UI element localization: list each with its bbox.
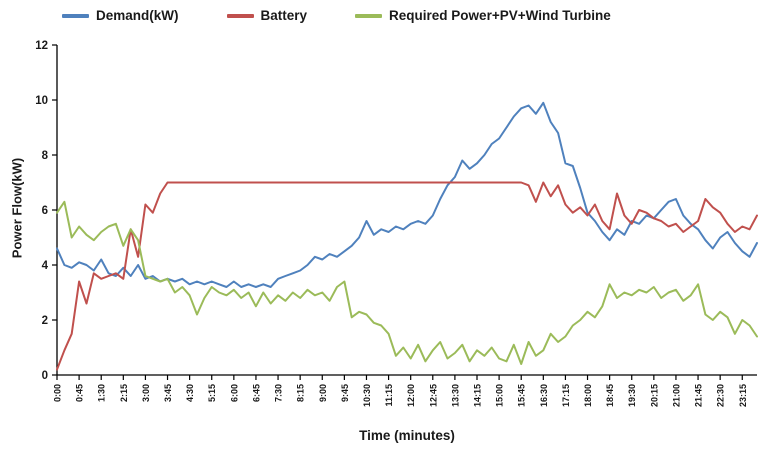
- svg-text:9:00: 9:00: [318, 384, 328, 402]
- svg-text:11:15: 11:15: [384, 384, 394, 407]
- svg-text:10: 10: [35, 95, 48, 107]
- svg-text:0: 0: [42, 370, 48, 382]
- svg-text:7:30: 7:30: [274, 384, 284, 402]
- svg-text:9:45: 9:45: [340, 384, 350, 402]
- svg-text:4:30: 4:30: [185, 384, 195, 402]
- svg-text:1:30: 1:30: [97, 384, 107, 402]
- legend-item-demand: Demand(kW): [62, 8, 179, 23]
- svg-text:6: 6: [42, 205, 48, 217]
- svg-text:0:00: 0:00: [53, 384, 63, 402]
- svg-text:18:45: 18:45: [605, 384, 615, 407]
- svg-text:12:45: 12:45: [428, 384, 438, 407]
- x-axis-title: Time (minutes): [359, 428, 455, 443]
- svg-text:10:30: 10:30: [362, 384, 372, 407]
- svg-text:12:00: 12:00: [406, 384, 416, 407]
- svg-text:20:15: 20:15: [649, 384, 659, 407]
- svg-text:2:15: 2:15: [119, 384, 129, 402]
- svg-text:16:30: 16:30: [539, 384, 549, 407]
- legend-item-battery: Battery: [226, 8, 308, 23]
- svg-text:15:45: 15:45: [517, 384, 527, 407]
- svg-text:12: 12: [35, 40, 48, 52]
- legend-label-battery: Battery: [260, 8, 308, 23]
- legend-label-required-power: Required Power+PV+Wind Turbine: [389, 8, 611, 23]
- svg-text:21:45: 21:45: [694, 384, 704, 407]
- battery-line-icon: [226, 13, 254, 18]
- svg-text:6:45: 6:45: [251, 384, 261, 402]
- svg-text:5:15: 5:15: [207, 384, 217, 402]
- svg-text:18:00: 18:00: [583, 384, 593, 407]
- legend-label-demand: Demand(kW): [96, 8, 179, 23]
- chart-legend: Demand(kW) Battery Required Power+PV+Win…: [62, 8, 611, 23]
- svg-text:22:30: 22:30: [716, 384, 726, 407]
- svg-text:8: 8: [42, 150, 49, 162]
- svg-text:21:00: 21:00: [671, 384, 681, 407]
- svg-text:4: 4: [42, 260, 49, 272]
- svg-text:3:00: 3:00: [141, 384, 151, 402]
- svg-text:3:45: 3:45: [163, 384, 173, 402]
- demand-line-icon: [62, 13, 89, 18]
- svg-text:0:45: 0:45: [75, 384, 85, 402]
- svg-text:6:00: 6:00: [229, 384, 239, 402]
- svg-text:17:15: 17:15: [561, 384, 571, 407]
- svg-text:15:00: 15:00: [495, 384, 505, 407]
- svg-text:14:15: 14:15: [473, 384, 483, 407]
- legend-item-required-power: Required Power+PV+Wind Turbine: [355, 8, 611, 23]
- svg-text:23:15: 23:15: [738, 384, 748, 407]
- y-axis-title: Power Flow(kW): [9, 157, 25, 259]
- svg-text:8:15: 8:15: [296, 384, 306, 402]
- required-power-line-icon: [355, 13, 383, 18]
- svg-text:13:30: 13:30: [450, 384, 460, 407]
- svg-text:2: 2: [42, 315, 48, 327]
- svg-text:19:30: 19:30: [627, 384, 637, 407]
